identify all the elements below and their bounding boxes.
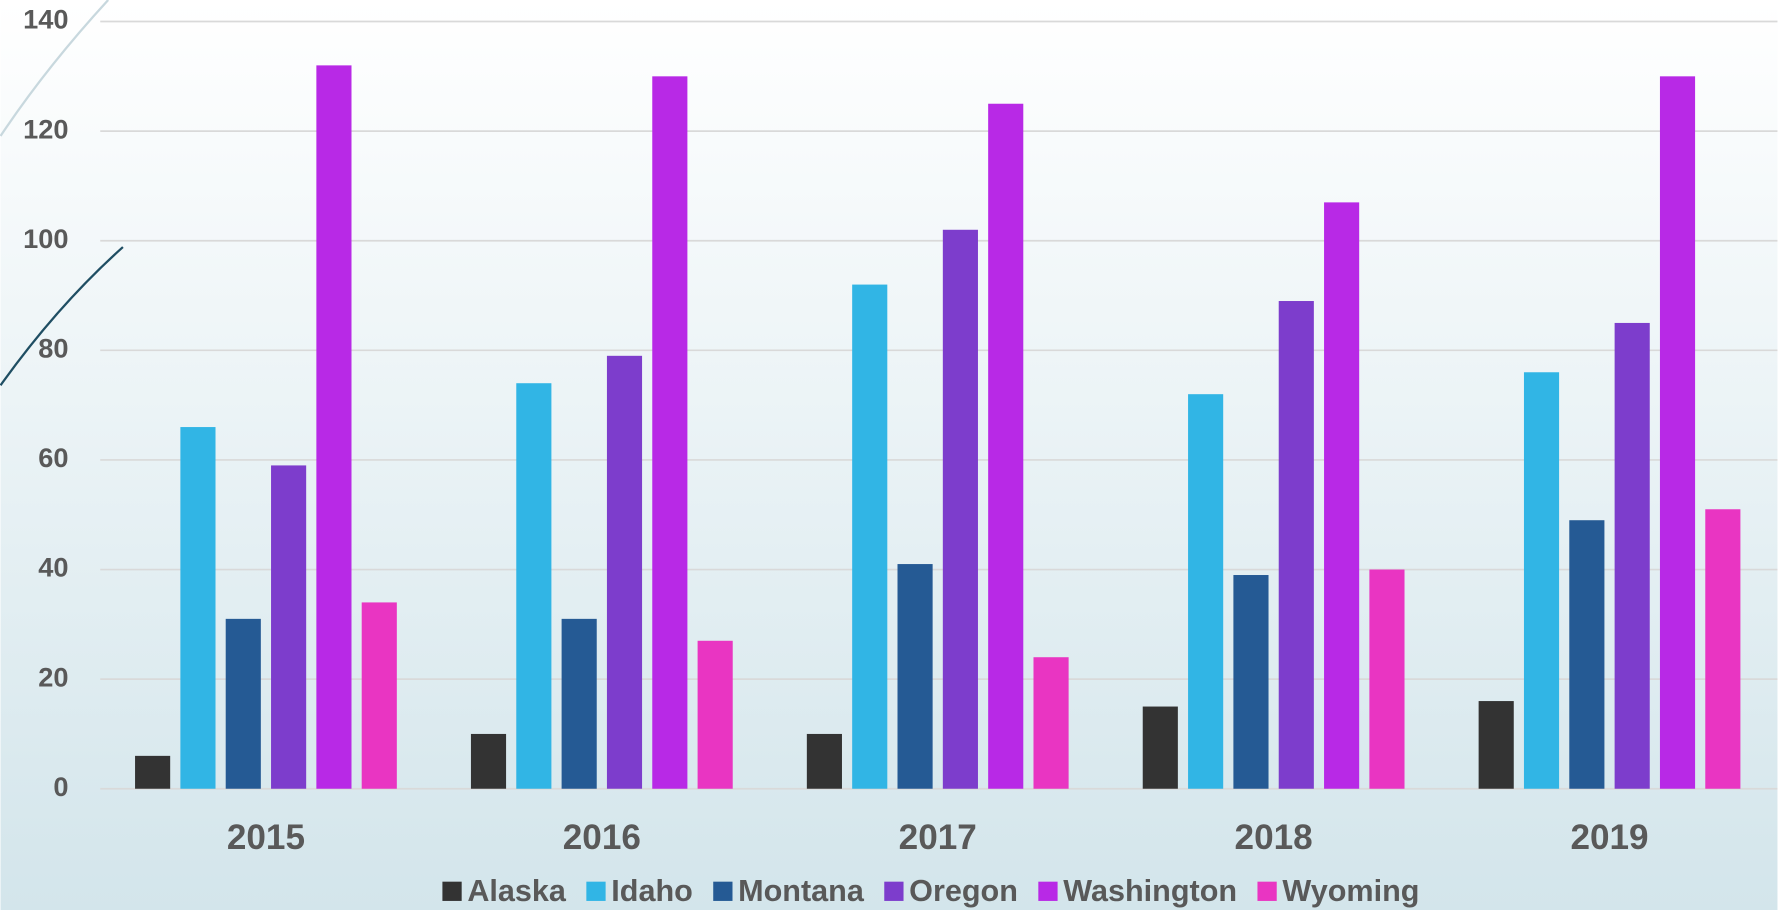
- y-tick-label: 80: [38, 333, 68, 364]
- legend-label: Montana: [738, 874, 865, 908]
- bar: [1369, 569, 1405, 789]
- bar: [470, 733, 507, 789]
- bar: [1659, 76, 1696, 789]
- bar: [652, 76, 688, 789]
- legend-swatch: [442, 881, 462, 901]
- y-tick-label: 60: [38, 442, 68, 473]
- legend-label: Idaho: [611, 874, 693, 908]
- bar: [225, 618, 261, 789]
- x-tick-label: 2017: [899, 818, 977, 857]
- bar: [806, 733, 842, 789]
- bar: [897, 564, 933, 789]
- bar: [1614, 322, 1650, 789]
- x-tick-label: 2016: [563, 818, 641, 857]
- bar: [1324, 202, 1360, 789]
- y-tick-label: 20: [38, 661, 68, 692]
- legend-swatch: [884, 881, 904, 901]
- legend-swatch: [1257, 881, 1277, 901]
- legend-swatch: [1038, 881, 1058, 901]
- bars: [135, 65, 1741, 789]
- y-tick-label: 140: [23, 4, 68, 35]
- x-tick-label: 2015: [227, 818, 305, 857]
- legend-label: Washington: [1063, 874, 1237, 908]
- bar: [1233, 575, 1269, 789]
- bar: [1033, 657, 1069, 789]
- bar: [316, 65, 352, 789]
- decoration: [0, 0, 110, 137]
- bar: [1569, 520, 1605, 789]
- y-tick-label: 120: [23, 113, 68, 144]
- legend-label: Oregon: [909, 874, 1018, 908]
- legend-swatch: [586, 881, 606, 901]
- bar: [852, 284, 888, 789]
- decoration: [0, 246, 124, 386]
- bar: [516, 383, 552, 789]
- bar: [135, 755, 171, 789]
- labels: 0 20 40 60 80 100 120 140 2015 2016 2017 2018 2019 Al…: [23, 4, 1648, 908]
- bar: [561, 618, 597, 789]
- bar: [1142, 706, 1178, 789]
- bar: [361, 602, 397, 789]
- legend-label: Wyoming: [1282, 874, 1419, 908]
- bar: [606, 355, 643, 789]
- bar: [180, 427, 216, 789]
- legend-label: Alaska: [467, 874, 567, 908]
- bar: [1705, 509, 1741, 789]
- y-tick-label: 100: [23, 223, 68, 254]
- bar: [942, 229, 978, 789]
- bar: [1188, 394, 1224, 789]
- bar: [697, 640, 733, 789]
- x-tick-label: 2019: [1570, 818, 1648, 857]
- bar: [1478, 701, 1514, 789]
- x-tick-label: 2018: [1235, 818, 1313, 857]
- bar: [988, 103, 1024, 789]
- bar: [1278, 301, 1314, 789]
- legend-swatch: [713, 881, 733, 901]
- y-tick-label: 0: [53, 771, 68, 802]
- y-tick-label: 40: [38, 552, 68, 583]
- bar: [271, 465, 307, 789]
- legend: Alaska Idaho Montana Oregon Washington Wyomin…: [442, 874, 1419, 908]
- bar: [1523, 372, 1560, 789]
